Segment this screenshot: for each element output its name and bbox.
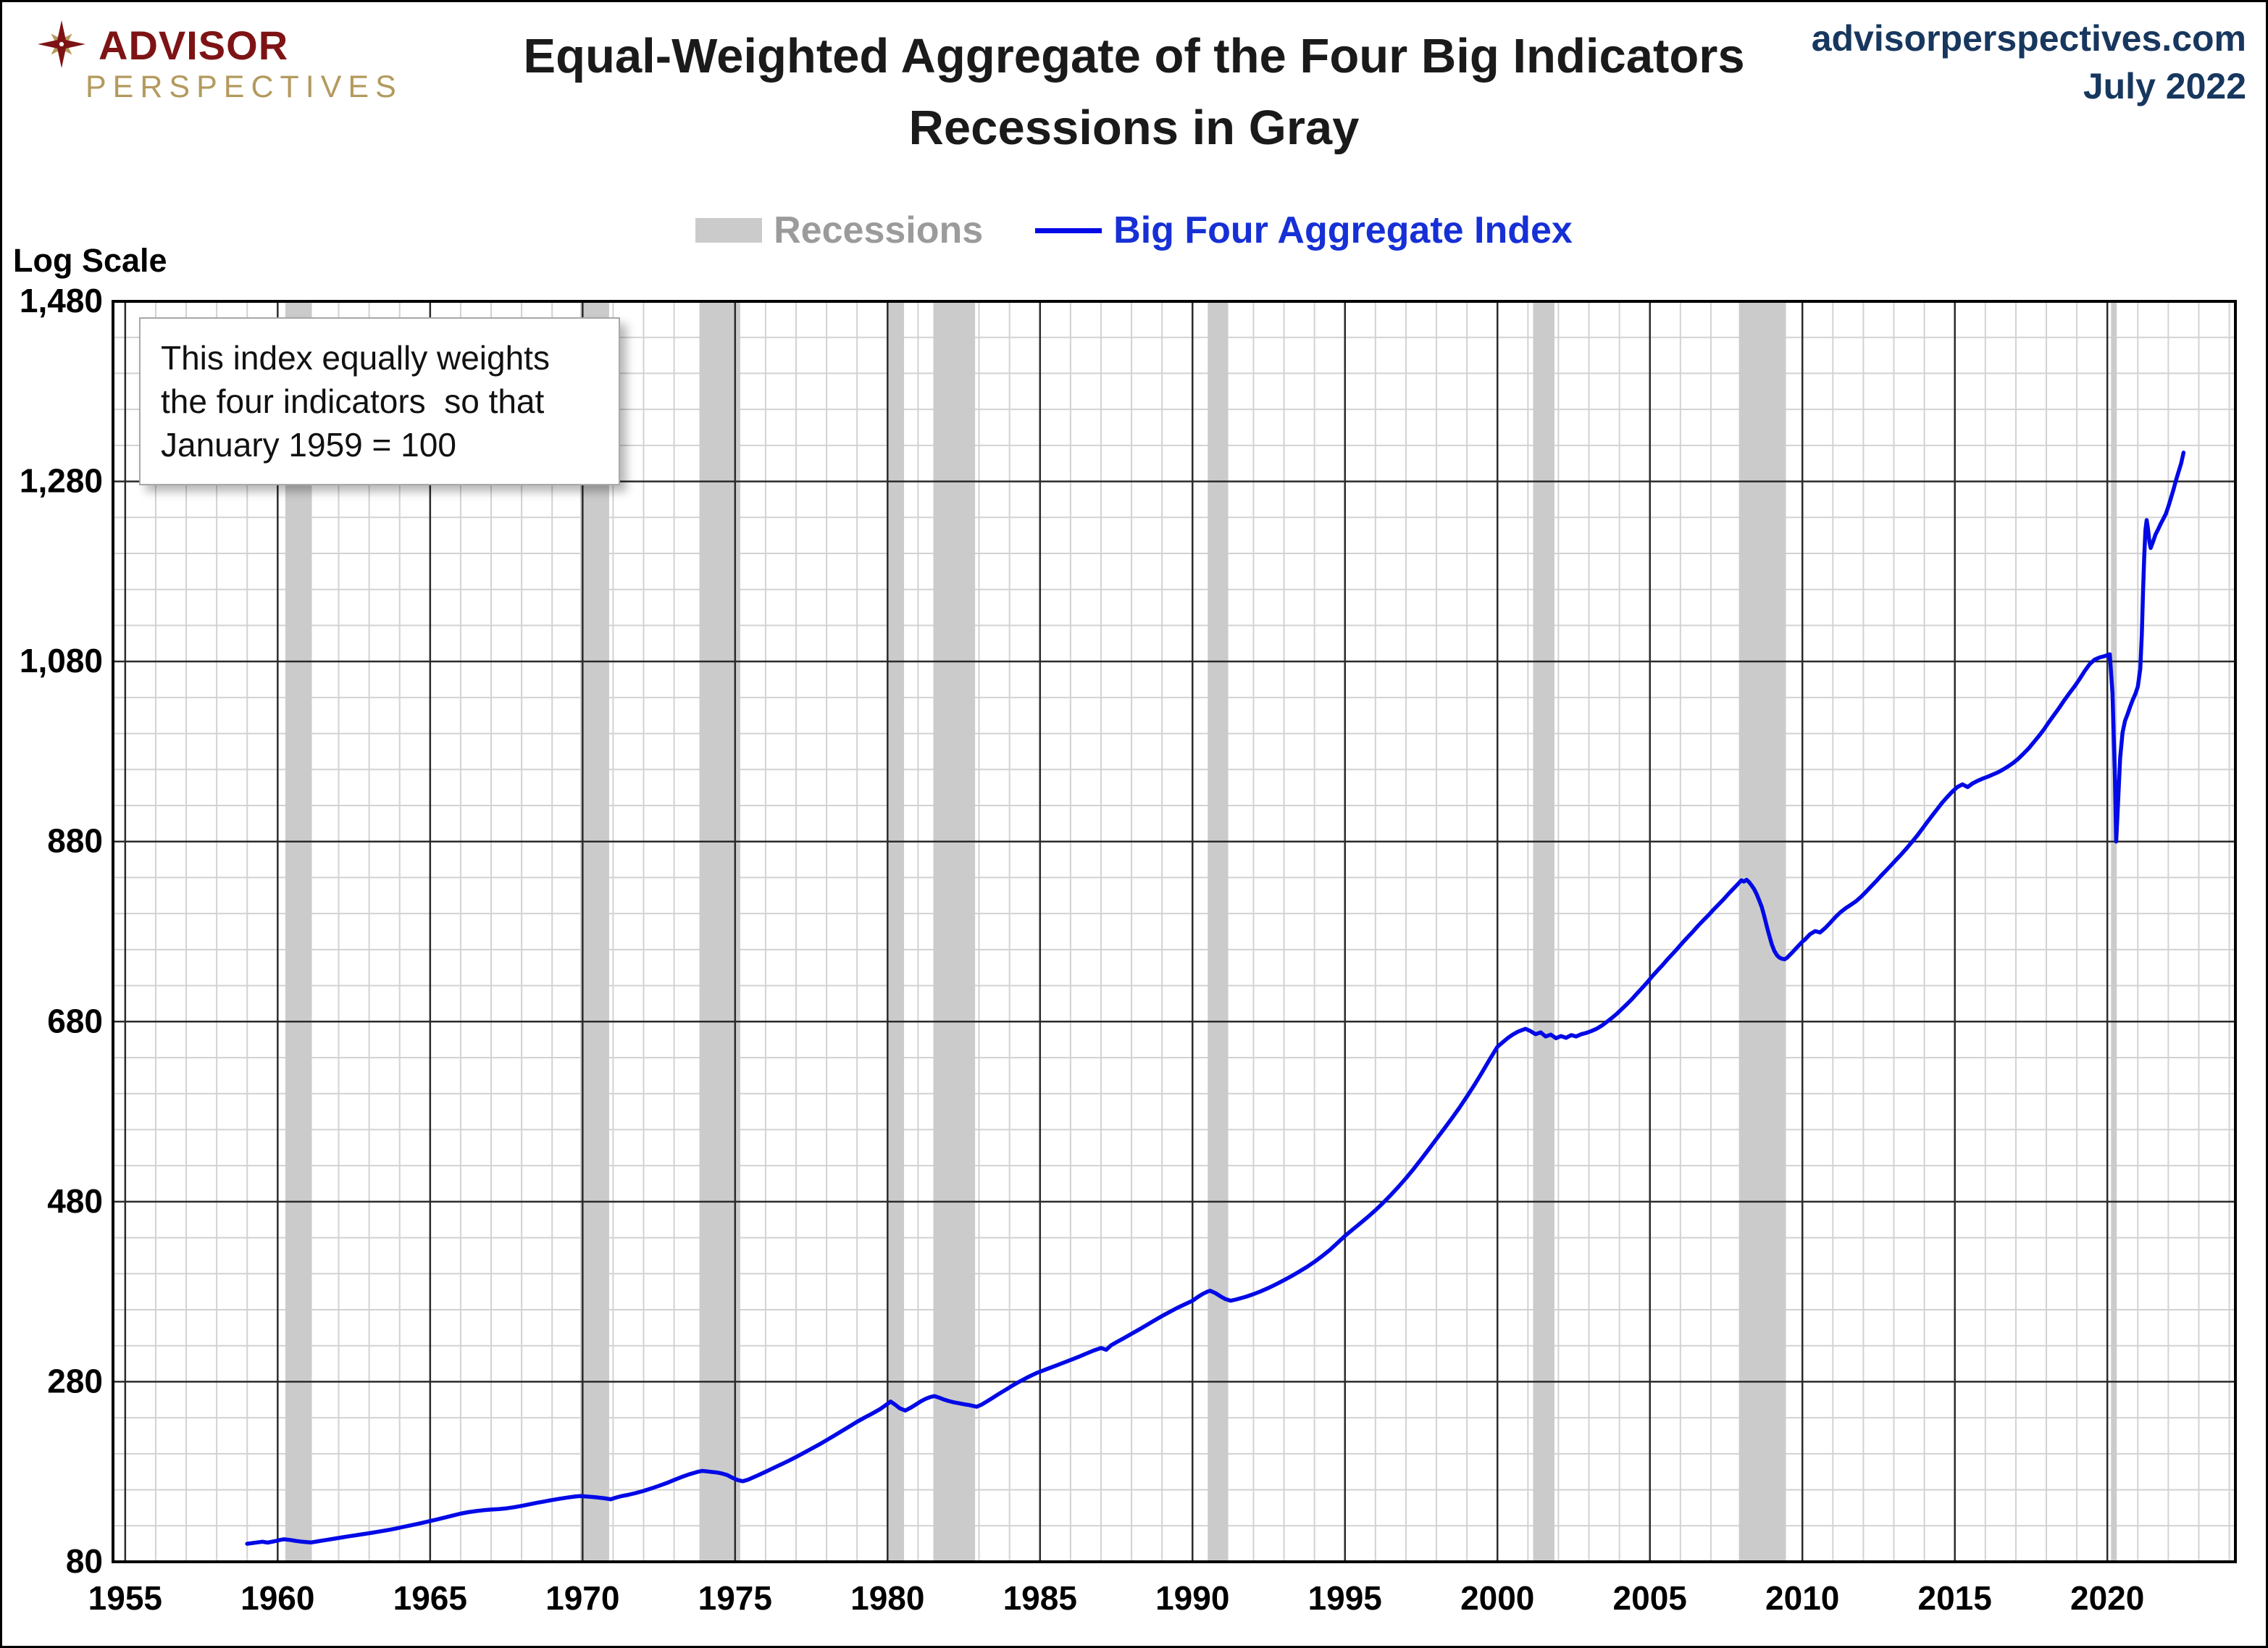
y-tick-label: 680 — [47, 1002, 103, 1040]
chart-title-line2: Recessions in Gray — [908, 101, 1360, 155]
plot-background — [113, 301, 2235, 1562]
x-tick-label: 1970 — [545, 1579, 619, 1617]
logo-wordmark-advisor: ADVISOR — [99, 22, 289, 68]
x-tick-label: 2010 — [1765, 1579, 1839, 1617]
compass-star-icon — [38, 20, 85, 68]
recession-band — [579, 301, 609, 1562]
axis-labels: 80 280 480 680 880 1,080 1,280 1,480 1955 1960 196… — [20, 282, 2144, 1617]
recessions-swatch-icon — [695, 218, 763, 243]
x-tick-label: 1985 — [1003, 1579, 1077, 1617]
chart-title-line1: Equal-Weighted Aggregate of the Four Big… — [523, 29, 1745, 83]
series-line-icon — [1035, 227, 1102, 233]
x-tick-label: 1965 — [393, 1579, 467, 1617]
x-tick-label: 2005 — [1613, 1579, 1687, 1617]
recession-band — [699, 301, 740, 1562]
legend-item-recessions: Recessions — [695, 209, 983, 252]
recession-band — [1533, 301, 1554, 1562]
annotation-box: This index equally weights the four indi… — [139, 317, 620, 485]
advisor-perspectives-logo: ADVISOR PERSPECTIVES — [38, 14, 443, 123]
source-attribution: advisorperspectives.com July 2022 — [1812, 14, 2246, 110]
x-tick-label: 1995 — [1308, 1579, 1382, 1617]
recession-band — [887, 301, 905, 1562]
y-tick-label: 1,480 — [20, 282, 103, 319]
recession-bands — [285, 301, 2117, 1562]
index-line — [245, 451, 2186, 1546]
x-tick-label: 1960 — [240, 1579, 314, 1617]
source-date: July 2022 — [2083, 66, 2246, 106]
minor-gridlines — [113, 301, 2235, 1562]
recession-band — [1738, 301, 1786, 1562]
y-tick-label: 280 — [47, 1362, 103, 1400]
recession-band — [285, 301, 312, 1562]
y-tick-label: 80 — [66, 1542, 103, 1580]
y-tick-label: 1,080 — [20, 642, 103, 679]
x-tick-label: 2015 — [1918, 1579, 1992, 1617]
recession-band — [933, 301, 976, 1562]
plot-border — [112, 300, 2237, 1563]
x-tick-label: 1975 — [698, 1579, 772, 1617]
x-tick-label: 1980 — [850, 1579, 924, 1617]
chart-title: Equal-Weighted Aggregate of the Four Big… — [0, 20, 2268, 164]
log-scale-label: Log Scale — [13, 242, 167, 279]
legend-series-label: Big Four Aggregate Index — [1113, 209, 1573, 251]
source-site: advisorperspectives.com — [1811, 18, 2246, 59]
logo-wordmark-perspectives: PERSPECTIVES — [85, 70, 403, 104]
chart-legend: Recessions Big Four Aggregate Index — [0, 209, 2268, 252]
x-tick-label: 1955 — [88, 1579, 162, 1617]
legend-recessions-label: Recessions — [774, 209, 984, 251]
legend-item-series: Big Four Aggregate Index — [1035, 209, 1573, 252]
y-tick-label: 480 — [47, 1182, 103, 1220]
recession-band — [2111, 301, 2117, 1562]
x-tick-label: 1990 — [1155, 1579, 1229, 1617]
x-tick-label: 2020 — [2070, 1579, 2144, 1617]
y-tick-label: 880 — [47, 822, 103, 860]
x-tick-label: 2000 — [1460, 1579, 1534, 1617]
y-tick-label: 1,280 — [20, 462, 103, 500]
recession-band — [1208, 301, 1229, 1562]
